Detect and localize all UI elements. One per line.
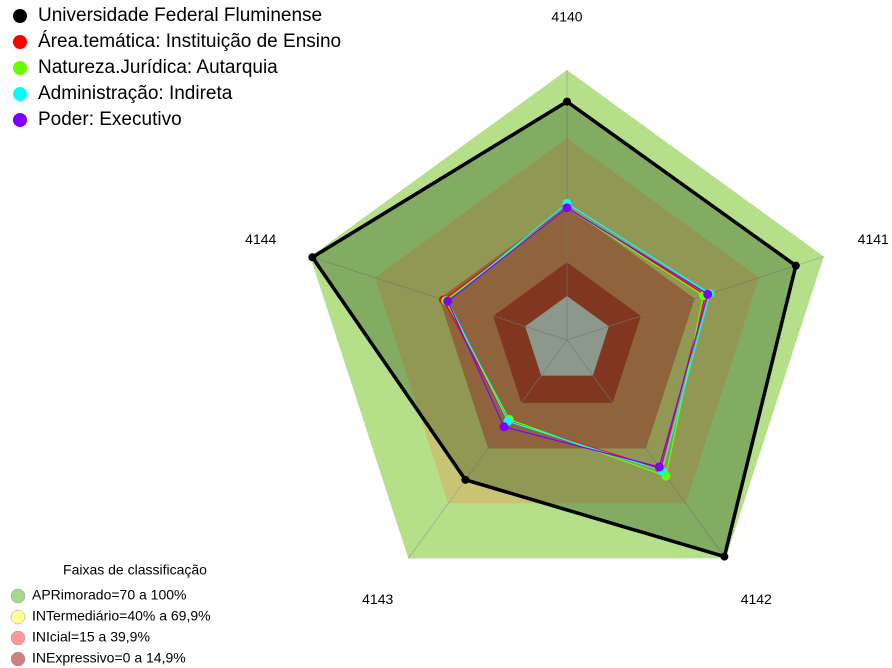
band-legend-marker [10,630,26,646]
category-label: 4144 [245,231,276,247]
legend-marker [13,35,27,49]
series-line [442,207,707,470]
legend-marker [13,61,27,75]
series-point [499,422,509,432]
axis-line [566,339,727,559]
series-line [444,207,705,477]
band-legend-marker [10,651,26,667]
series-point [563,97,571,106]
band-legend-label: APRimorado=70 a 100% [32,587,187,603]
series-point [654,462,664,472]
band-legend-marker [10,609,26,625]
legend-marker [13,9,27,23]
category-label: 4143 [362,591,393,607]
series-line [447,207,709,468]
category-label: 4142 [741,591,772,607]
band-legend-marker [10,588,26,604]
legend-label: Administração: Indireta [38,83,233,104]
legend-label: Área.temática: Instituição de Ensino [38,31,341,52]
legend-label: Poder: Executivo [38,109,182,130]
band-legend-label: INExpressivo=0 a 14,9% [32,650,186,666]
axis-line [310,256,568,341]
band-legend-label: INTermediário=40% a 69,9% [32,608,211,624]
legend-marker [13,113,27,127]
axis-line [407,339,568,559]
series-point [703,289,713,299]
series-point [562,203,572,213]
series-point [720,552,729,561]
series-point [461,475,470,484]
series-point [791,261,800,270]
legend-label: Natureza.Jurídica: Autarquia [38,57,278,78]
legend-label: Universidade Federal Fluminense [38,5,322,26]
category-label: 4141 [858,231,889,247]
series-line [309,99,798,559]
band-legend-title: Faixas de classificação [63,562,207,578]
legend-marker [13,87,27,101]
series-point [308,253,317,262]
axis-line [566,256,824,341]
category-label: 4140 [551,9,582,25]
series-point [443,296,453,306]
band-legend-label: INIcial=15 a 39,9% [32,629,150,645]
